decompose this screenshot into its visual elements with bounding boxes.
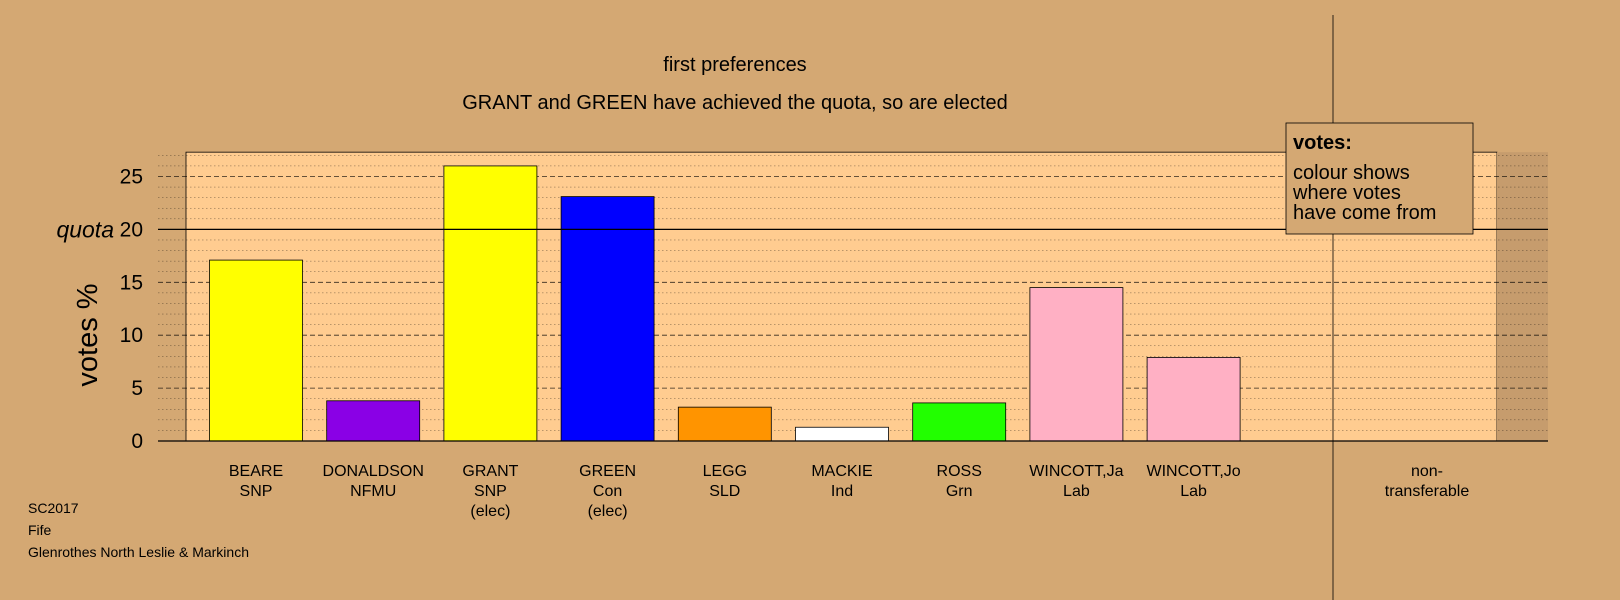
x-tick-label: ROSS xyxy=(937,463,982,480)
nontransferable-label: transferable xyxy=(1385,483,1470,500)
x-tick-label: Con xyxy=(593,483,622,500)
legend-line: colour shows xyxy=(1293,162,1410,184)
legend-frame xyxy=(1285,122,1474,235)
y-tick-label: 25 xyxy=(120,166,143,189)
x-tick-label: Grn xyxy=(946,483,973,500)
chart-title: first preferences xyxy=(663,54,806,76)
x-tick-label: (elec) xyxy=(588,503,628,520)
x-tick-label: (elec) xyxy=(470,503,510,520)
y-tick-labels: 0 5 10 15 20 25 xyxy=(120,166,143,454)
x-tick-label: GRANT xyxy=(462,463,518,480)
footer-line: Fife xyxy=(28,522,52,538)
bar-beare xyxy=(209,259,303,442)
bar-mackie xyxy=(795,426,889,442)
bar-grant xyxy=(443,165,538,442)
x-tick-label: NFMU xyxy=(350,483,396,500)
footer-info: SC2017 Fife Glenrothes North Leslie & Mark… xyxy=(28,500,249,560)
x-tick-label: SNP xyxy=(240,483,273,500)
x-tick-labels: BEARE SNP DONALDSON NFMU GRANT SNP (elec) GREEN… xyxy=(229,463,1469,520)
x-tick-label: BEARE xyxy=(229,463,283,480)
y-tick-label: 15 xyxy=(120,271,143,294)
chart-subtitle: GRANT and GREEN have achieved the quota,… xyxy=(462,92,1008,114)
x-tick-label: Ind xyxy=(831,483,853,500)
legend-line: have come from xyxy=(1293,202,1436,224)
footer-line: SC2017 xyxy=(28,500,79,516)
bar-wincott-ja xyxy=(1029,287,1124,442)
x-tick-label: SLD xyxy=(709,483,740,500)
footer-line: Glenrothes North Leslie & Markinch xyxy=(28,544,249,560)
y-tick-label: 20 xyxy=(120,218,143,241)
bars xyxy=(209,165,1241,442)
y-tick-label: 0 xyxy=(131,430,143,453)
x-tick-label: GREEN xyxy=(579,463,636,480)
quota-label: quota xyxy=(56,216,114,242)
y-tick-label: 10 xyxy=(120,324,143,347)
legend-title: votes: xyxy=(1293,132,1352,154)
nontransferable-label: non- xyxy=(1411,463,1443,480)
plot-area-edge xyxy=(1497,152,1548,441)
bar-legg xyxy=(677,406,772,442)
x-tick-label: WINCOTT,Ja xyxy=(1029,463,1123,480)
legend-line: where votes xyxy=(1292,182,1401,204)
plot-area xyxy=(185,151,1498,442)
bar-ross xyxy=(912,402,1007,442)
y-axis-label: votes % xyxy=(72,283,104,386)
x-tick-label: WINCOTT,Jo xyxy=(1146,463,1240,480)
x-tick-label: LEGG xyxy=(703,463,747,480)
bar-donaldson xyxy=(326,400,421,442)
x-tick-label: Lab xyxy=(1063,483,1090,500)
y-tick-label: 5 xyxy=(131,377,143,400)
bar-wincott-jo xyxy=(1146,357,1241,442)
x-tick-label: Lab xyxy=(1180,483,1207,500)
x-tick-label: DONALDSON xyxy=(323,463,424,480)
x-tick-label: SNP xyxy=(474,483,507,500)
bar-green xyxy=(560,196,655,442)
x-tick-label: MACKIE xyxy=(811,463,872,480)
